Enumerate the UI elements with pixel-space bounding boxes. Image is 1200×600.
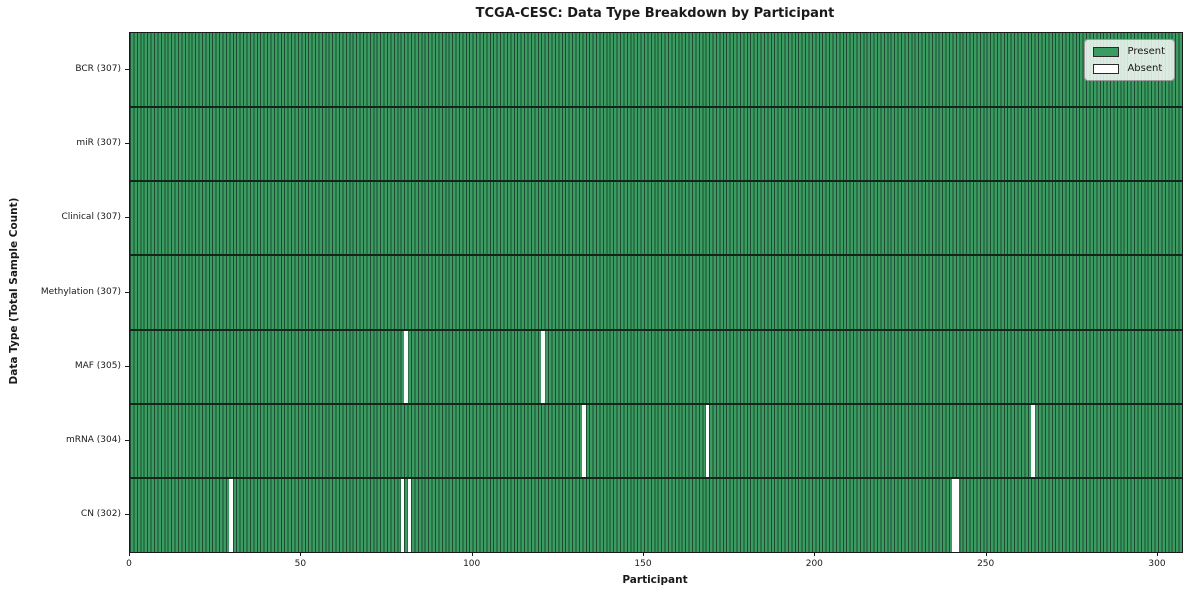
absent-stripe [404, 329, 408, 404]
row-separator [130, 180, 1182, 183]
y-tick-label: Methylation (307) [40, 286, 121, 297]
y-tick-mark [125, 365, 129, 367]
heatmap-row [130, 403, 1182, 478]
row-separator [130, 328, 1182, 331]
x-tick-mark [814, 552, 816, 556]
y-tick-mark [125, 291, 129, 293]
legend-label: Absent [1127, 63, 1163, 74]
y-tick-mark [125, 143, 129, 145]
absent-stripe [1031, 403, 1035, 478]
y-tick-label: mRNA (304) [66, 434, 121, 445]
row-separator [130, 476, 1182, 479]
y-tick-label: BCR (307) [75, 64, 121, 75]
x-tick-label: 100 [463, 559, 481, 569]
x-tick-mark [129, 552, 130, 556]
x-tick-mark [471, 552, 473, 556]
legend-entries: Present Absent [1093, 46, 1165, 74]
absent-stripe [229, 477, 233, 552]
heatmap-row [130, 329, 1182, 404]
plot-area: Present Absent [129, 32, 1183, 553]
row-separator [130, 254, 1182, 257]
legend-swatch-icon [1093, 63, 1120, 74]
y-tick-label: CN (302) [80, 508, 121, 519]
y-axis-label: Data Type (Total Sample Count) [8, 197, 20, 385]
absent-stripe [407, 477, 411, 552]
y-tick-label: Clinical (307) [61, 212, 121, 223]
row-separator [130, 106, 1182, 109]
legend: Present Absent [1084, 39, 1175, 81]
heatmap-row [130, 33, 1182, 107]
legend-entry: Present [1093, 46, 1165, 57]
heatmap-row [130, 181, 1182, 255]
y-tick-mark [125, 217, 129, 219]
absent-stripe [955, 477, 960, 552]
row-separator [130, 402, 1182, 405]
x-tick-mark [1157, 552, 1158, 556]
legend-label: Present [1127, 46, 1165, 57]
x-axis-label: Participant [622, 574, 688, 586]
x-tick-mark [643, 552, 644, 556]
x-tick-label: 150 [634, 559, 652, 569]
y-tick-label: MAF (305) [74, 360, 121, 371]
heatmap-row [130, 107, 1182, 181]
heatmap-row [130, 255, 1182, 329]
y-tick-mark [125, 439, 129, 441]
absent-stripe [582, 403, 586, 478]
x-tick-label: 300 [1148, 559, 1166, 569]
absent-stripe [400, 477, 405, 552]
x-tick-mark [300, 552, 302, 556]
y-tick-mark [125, 69, 129, 71]
heatmap-row [130, 477, 1182, 552]
absent-stripe [952, 477, 956, 552]
legend-entry: Absent [1093, 63, 1165, 74]
x-tick-label: 200 [805, 559, 823, 569]
y-tick-label: miR (307) [76, 138, 121, 149]
chart-title: TCGA-CESC: Data Type Breakdown by Partic… [475, 6, 835, 21]
x-tick-label: 250 [977, 559, 995, 569]
legend-swatch-icon [1093, 46, 1120, 57]
absent-stripe [541, 329, 545, 404]
x-tick-label: 50 [294, 559, 307, 569]
y-tick-mark [125, 513, 129, 515]
x-tick-label: 0 [126, 559, 132, 569]
absent-stripe [705, 403, 710, 478]
x-tick-mark [985, 552, 987, 556]
